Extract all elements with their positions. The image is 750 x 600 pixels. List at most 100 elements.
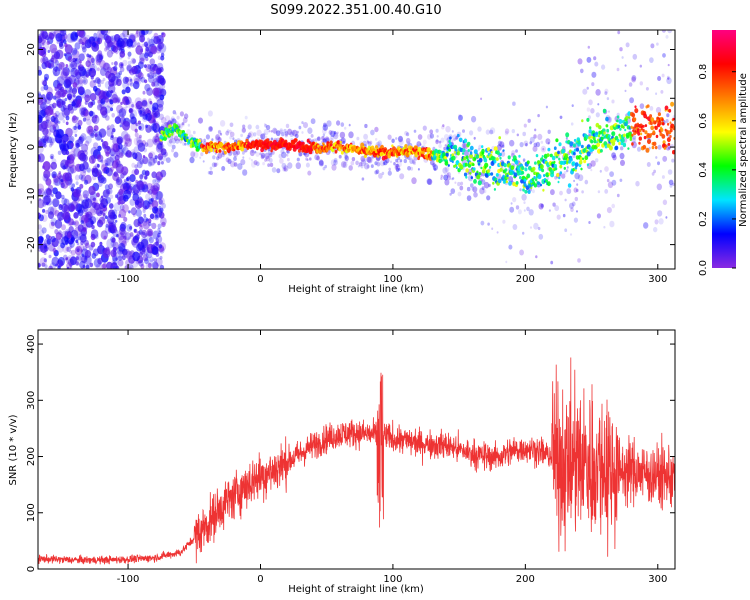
spectrogram-cell — [121, 166, 129, 176]
spectrogram-cell — [131, 238, 137, 246]
spectrogram-cell — [657, 76, 662, 81]
spectrogram-cell — [611, 152, 616, 159]
spectrogram-cell — [577, 258, 581, 263]
spectrogram-cell — [111, 134, 114, 139]
spectrogram-cell — [399, 173, 405, 180]
spectrogram-cell — [127, 60, 132, 66]
spectrogram-cell — [265, 155, 270, 162]
spectrogram-cell — [339, 131, 346, 139]
spectrogram-cell — [50, 141, 54, 146]
spectrogram-cell — [329, 140, 333, 144]
spectrogram-cell — [253, 160, 258, 166]
spectrogram-cell — [309, 157, 312, 161]
spectrogram-cell — [440, 159, 443, 162]
spectrogram-cell — [604, 166, 609, 172]
spectrogram-cell — [266, 124, 271, 131]
y-tick-label: 200 — [26, 447, 37, 466]
spectrogram-cell — [358, 162, 363, 167]
spectrogram-cell — [132, 152, 138, 160]
spectrogram-cell — [625, 115, 629, 119]
spectrogram-cell — [163, 136, 168, 142]
spectrogram-cell — [103, 62, 110, 71]
spectrogram-cell — [145, 218, 150, 224]
spectrogram-cell — [45, 115, 50, 121]
spectrogram-cell — [417, 156, 420, 161]
spectrogram-cell — [137, 72, 144, 80]
spectrogram-cell — [153, 119, 156, 123]
spectrogram-cell — [178, 138, 181, 142]
spectrogram-cell — [463, 156, 467, 161]
spectrogram-cell — [597, 190, 601, 194]
spectrogram-cell — [111, 209, 118, 217]
spectrogram-cell — [129, 232, 134, 237]
spectrogram-cell — [360, 164, 364, 169]
spectrogram-cell — [125, 177, 129, 182]
snr-x-ticks: -100 0 100 200 300 — [117, 330, 667, 585]
spectrogram-cell — [451, 139, 454, 143]
spectrogram-cell — [217, 130, 222, 135]
spectrogram-cell — [154, 208, 163, 218]
spectrogram-cell — [47, 211, 55, 220]
spectrogram-cell — [483, 158, 488, 163]
spectrogram-cell — [106, 156, 114, 167]
spectrogram-cell — [85, 264, 91, 269]
spectrogram-cell — [394, 163, 400, 171]
spectrogram-cell — [82, 190, 90, 199]
spectrogram-cell — [547, 147, 551, 152]
spectrogram-cell — [137, 215, 144, 224]
spectrogram-cell — [672, 117, 675, 121]
spectrogram-cell — [260, 152, 266, 159]
spectrogram-cell — [571, 104, 574, 107]
spectrogram-cell — [622, 133, 626, 138]
spectrogram-cell — [574, 172, 580, 180]
spectrogram-cell — [84, 249, 92, 258]
spectrogram-cell — [143, 213, 147, 218]
spectrogram-cell — [98, 53, 104, 61]
spectrogram-cell — [88, 110, 94, 117]
spectrogram-cell — [199, 156, 202, 159]
spectrogram-cell — [644, 124, 648, 128]
spectrogram-cell — [38, 183, 45, 194]
spectrogram-cell — [61, 100, 66, 106]
spectrogram-cell — [406, 132, 410, 137]
spectrogram-cell — [45, 178, 52, 186]
spectrogram-cell — [67, 104, 71, 109]
spectrogram-cell — [348, 165, 353, 171]
spectrogram-cell — [287, 157, 290, 162]
spectrogram-cell — [253, 132, 257, 137]
spectrogram-cell — [282, 167, 286, 172]
spectrogram-cell — [279, 158, 284, 164]
spectrogram-cell — [572, 168, 575, 172]
spectrogram-cell — [118, 188, 124, 196]
spectrogram-cell — [499, 156, 502, 160]
spectrogram-cell — [588, 221, 591, 224]
spectrogram-cell — [242, 124, 246, 129]
spectrogram-cell — [559, 160, 564, 165]
spectrogram-cell — [473, 149, 478, 155]
spectrogram-cell — [119, 66, 125, 73]
spectrogram-cell — [442, 124, 445, 128]
spectrogram-cell — [458, 114, 461, 118]
spectrogram-cell — [619, 152, 625, 160]
spectrogram-cell — [465, 168, 469, 173]
spectrogram-cell — [106, 41, 115, 52]
spectrogram-cell — [398, 136, 404, 143]
spectrogram-cell — [92, 41, 97, 48]
spectrogram-cell — [500, 151, 506, 157]
spectrogram-cell — [90, 101, 94, 106]
spectrogram-cell — [105, 115, 110, 121]
spectrogram-cell — [395, 158, 399, 163]
spectrogram-cell — [655, 134, 659, 139]
spectrogram-cell — [535, 141, 541, 148]
spectrogram-cell — [135, 45, 143, 55]
spectrogram-cell — [289, 131, 294, 137]
spectrogram-cell — [445, 152, 449, 157]
spectrogram-cell — [111, 113, 115, 118]
spectrogram-cell — [565, 137, 568, 140]
spectrogram-cell — [67, 156, 70, 161]
spectrogram-cell — [95, 95, 100, 101]
spectrogram-cell — [38, 229, 45, 236]
x-tick-label: 300 — [648, 274, 667, 285]
spectrogram-cell — [618, 141, 621, 146]
spectrogram-cell — [249, 149, 255, 157]
